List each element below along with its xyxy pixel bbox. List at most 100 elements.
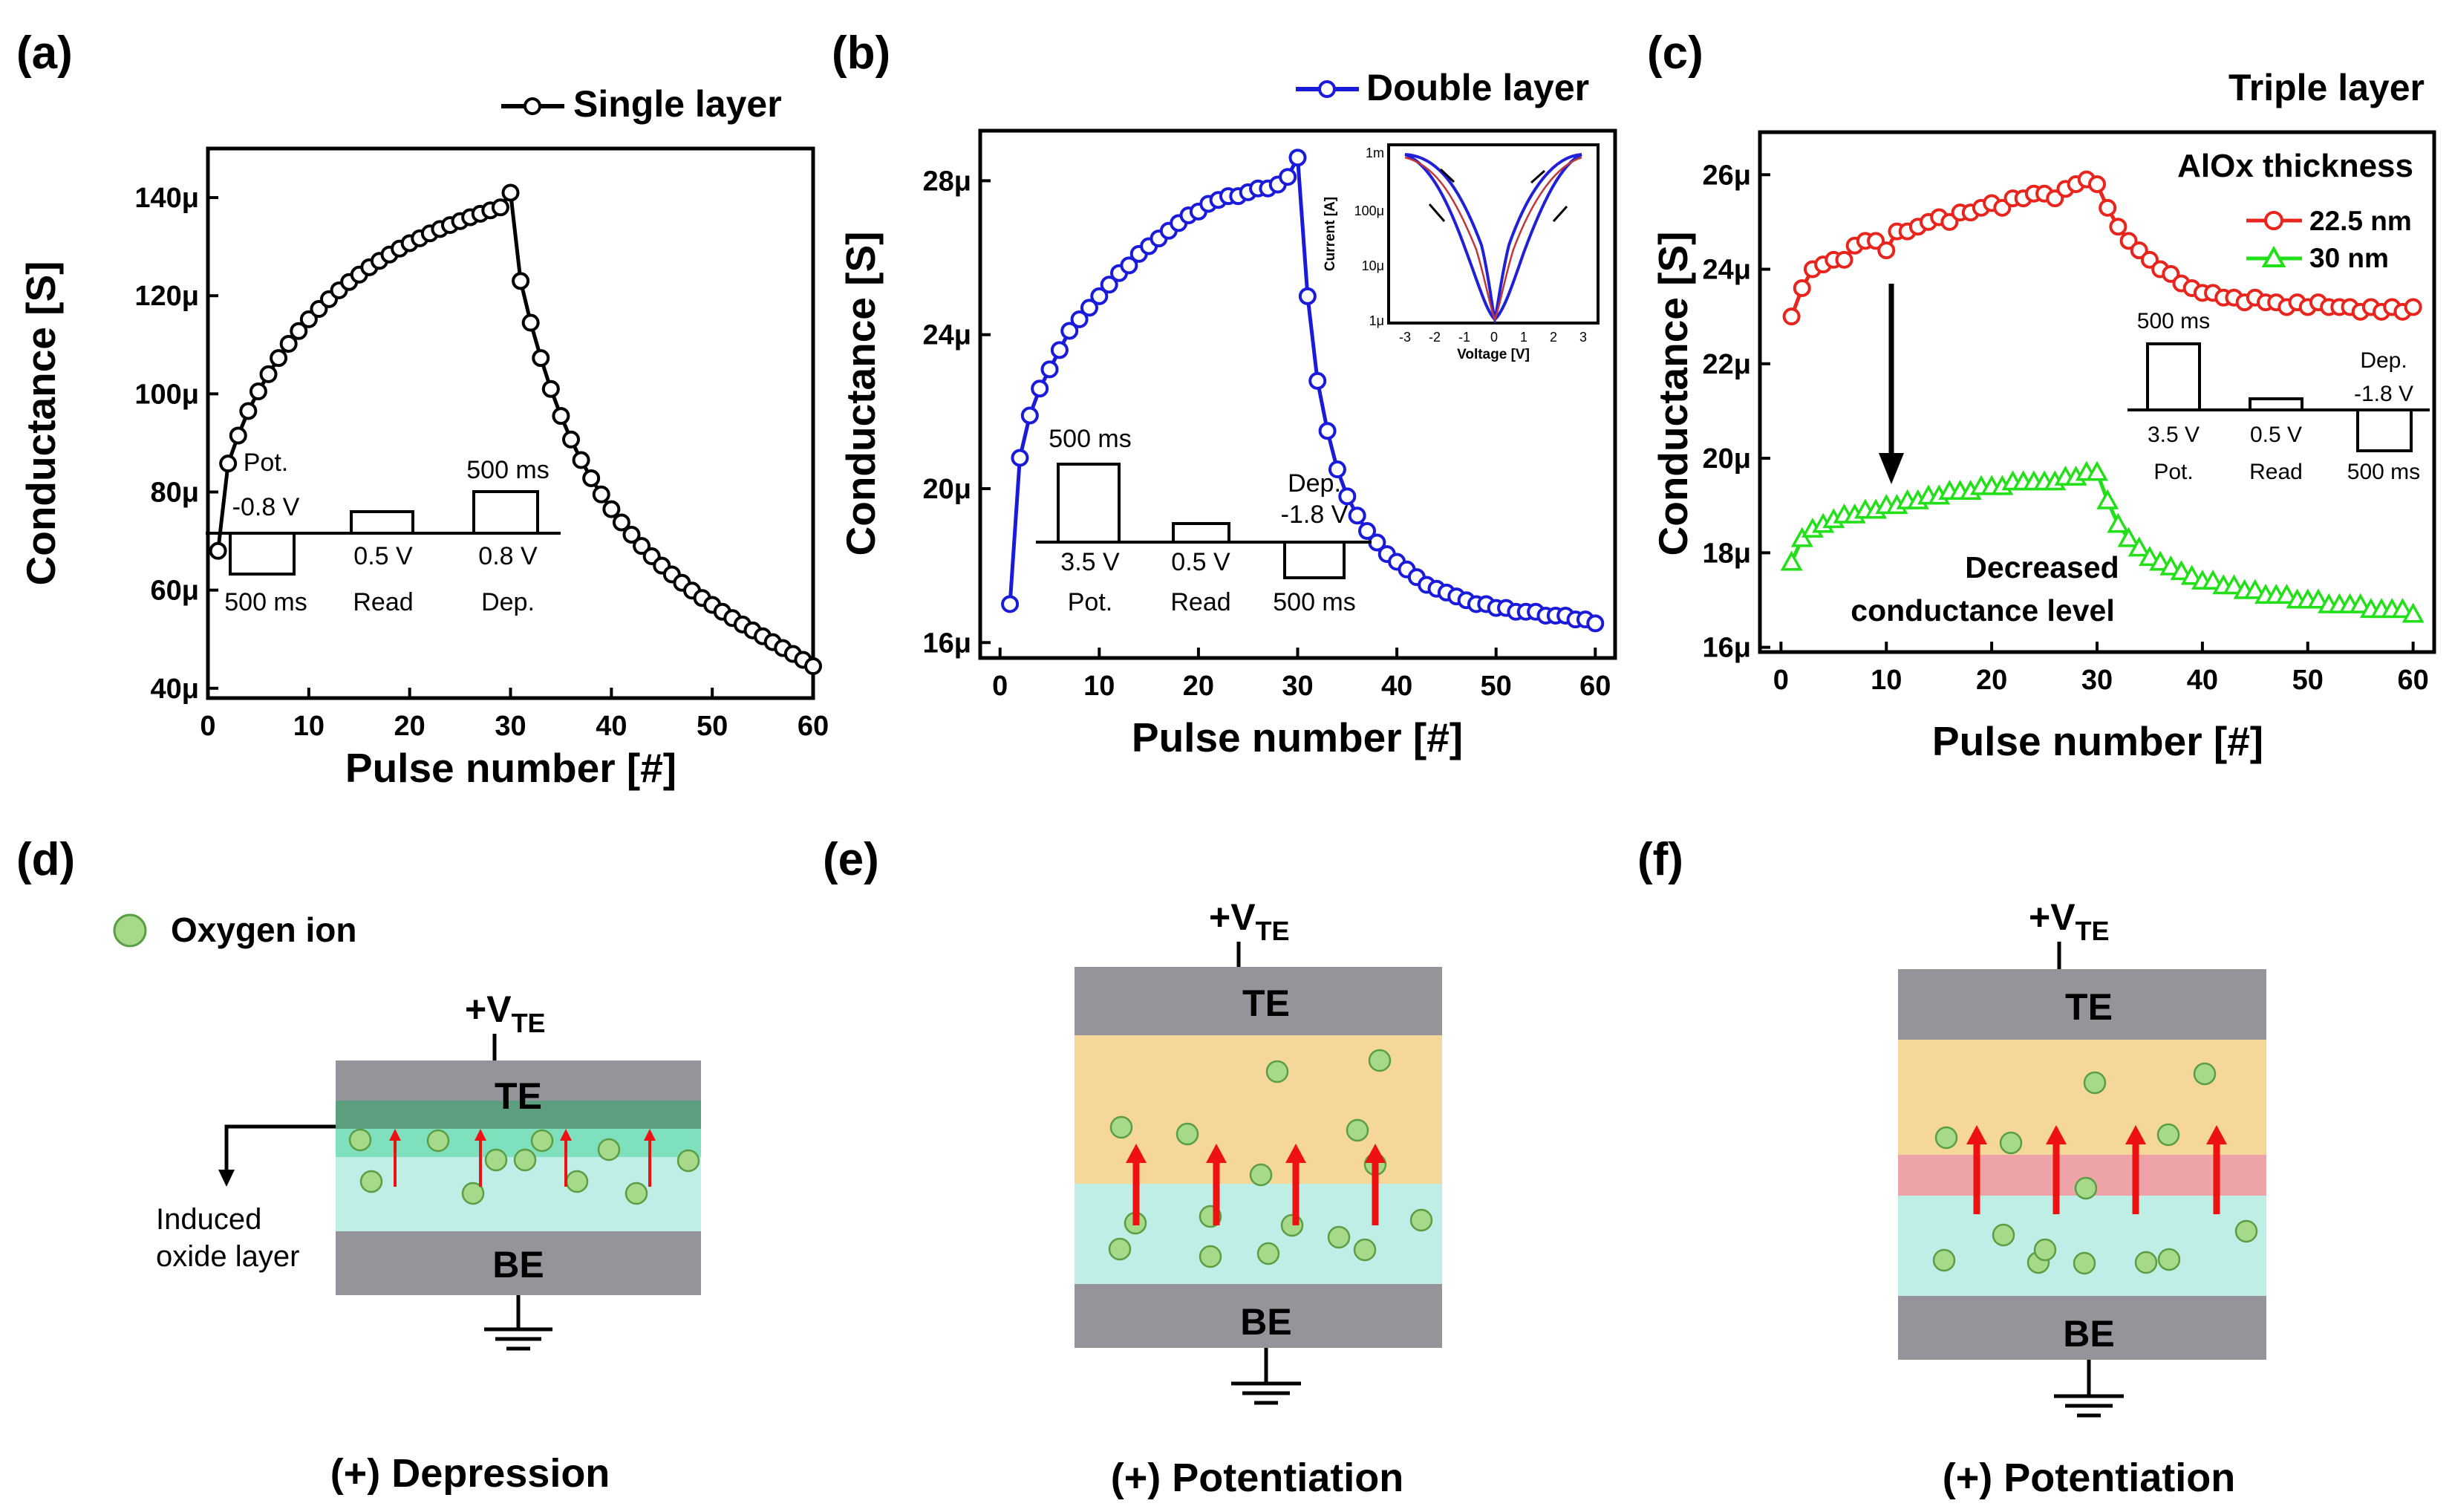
oxygen-ion <box>625 1182 648 1205</box>
oxygen-ion <box>597 1138 621 1161</box>
data-point <box>2119 232 2138 250</box>
legend-marker-b <box>1318 80 1336 98</box>
migration-arrowhead <box>2125 1125 2146 1144</box>
data-point <box>1328 460 1346 479</box>
series-layer-b <box>1001 149 1605 633</box>
inset-text: Dep. <box>1288 469 1341 498</box>
inset-text: Read <box>1170 588 1230 616</box>
iv-arrow <box>1428 203 1446 222</box>
inset-text: 500 ms <box>2137 309 2210 333</box>
inset-text: 3.5 V <box>1060 548 1120 576</box>
legend-label-b: Double layer <box>1366 67 1589 108</box>
iv-x-tick: 0 <box>1490 330 1498 345</box>
iv-x-tick: 2 <box>1550 330 1557 345</box>
data-point <box>2202 569 2225 590</box>
data-point <box>270 349 288 368</box>
data-point <box>532 349 550 368</box>
data-point <box>1780 550 1803 571</box>
data-point <box>1020 406 1039 425</box>
oxygen-ion <box>565 1170 589 1193</box>
oxygen-ion <box>1992 1223 2015 1247</box>
inset-text: -1.8 V <box>1281 501 1349 529</box>
iv-x-tick: 1 <box>1520 330 1527 345</box>
data-point <box>1308 371 1327 390</box>
inset-text: Read <box>2249 460 2303 484</box>
legend-b: Double layer <box>1296 67 1589 108</box>
data-point <box>2127 536 2151 557</box>
oxygen-ion <box>426 1129 450 1153</box>
inset-text: -1.8 V <box>2354 382 2413 406</box>
oxygen-ion <box>359 1170 383 1193</box>
pulse-read-b <box>1172 522 1230 544</box>
data-point <box>1011 449 1029 467</box>
data-point <box>1586 614 1605 633</box>
oxygen-ion <box>1249 1163 1273 1187</box>
iv-y-label: Current [A] <box>1323 197 1338 271</box>
data-point <box>2109 218 2127 236</box>
inset-text: 500 ms <box>466 456 550 484</box>
data-point <box>2306 588 2329 609</box>
y-tick-label: 18μ <box>1702 538 1751 569</box>
iv-x-tick: -1 <box>1458 330 1470 345</box>
oxygen-ion <box>1265 1060 1289 1084</box>
pulse-pot-b <box>1057 463 1121 544</box>
data-point <box>1100 276 1118 294</box>
panel-label-f: (f) <box>1637 834 1683 885</box>
inset-text: Dep. <box>2360 348 2407 373</box>
legend-marker-c1 <box>2264 211 2283 230</box>
panel-e: (e) +VTE TE BE (+) Potentiation <box>823 834 1442 1500</box>
x-tick-label: 20 <box>1183 671 1214 702</box>
data-point <box>552 407 570 426</box>
oxygen-ion <box>1256 1242 1280 1265</box>
panel-c: (c) Triple layer Conductance [S] Pulse n… <box>1647 27 2436 764</box>
oxygen-ion <box>1368 1049 1392 1072</box>
data-point <box>1318 422 1337 440</box>
inset-text: 0.8 V <box>478 542 538 570</box>
oxygen-ion-legend-label: Oxygen ion <box>171 910 356 949</box>
x-tick-label: 60 <box>2397 665 2428 696</box>
data-point <box>512 272 530 290</box>
data-point <box>1120 256 1138 275</box>
data-point <box>1782 307 1801 326</box>
data-point <box>2107 512 2130 533</box>
y-tick-label: 16μ <box>1702 633 1751 664</box>
y-tick-label: 80μ <box>150 478 199 509</box>
oxygen-ion <box>1346 1118 1369 1142</box>
legend-title-c: AlOx thickness <box>2177 148 2413 184</box>
data-point <box>521 313 540 332</box>
data-point <box>2130 241 2148 260</box>
data-point <box>1940 212 1959 231</box>
data-point <box>290 322 308 340</box>
oxygen-ion <box>530 1129 554 1153</box>
pulse-dep-c <box>2356 408 2413 452</box>
x-tick-label: 0 <box>992 671 1008 702</box>
data-point <box>249 382 267 401</box>
arrows-d <box>389 1129 656 1187</box>
top-oxide-f <box>1898 1040 2266 1155</box>
pulse-dep-b <box>1283 541 1346 579</box>
panel-label-b: (b) <box>832 27 890 79</box>
bottom-electrode-d <box>336 1231 701 1295</box>
pulse-inset-a: Pot. -0.8 V 500 ms 0.5 V Read 500 ms 0.8… <box>206 449 561 616</box>
data-point <box>2275 584 2298 604</box>
data-point <box>1358 521 1377 540</box>
iv-arrow <box>1439 168 1455 183</box>
data-point <box>1090 287 1109 305</box>
oxygen-ion <box>1280 1213 1304 1237</box>
induced-label-2: oxide layer <box>156 1240 299 1273</box>
inset-text: Dep. <box>481 588 535 616</box>
be-label-f: BE <box>2063 1313 2114 1355</box>
legend-c: AlOx thickness 22.5 nm 30 nm <box>2177 148 2413 273</box>
data-point <box>1877 241 1896 260</box>
oxygen-ion <box>2073 1251 2096 1275</box>
pulse-read-a <box>350 510 414 535</box>
x-tick-label: 10 <box>293 711 325 742</box>
iv-x-tick: -2 <box>1429 330 1441 345</box>
arrows-f <box>1966 1125 2227 1214</box>
x-tick-label: 50 <box>2292 665 2324 696</box>
x-tick-label: 40 <box>596 711 627 742</box>
annotation-line-1: Decreased <box>1965 550 2119 584</box>
legend-marker-c2 <box>2261 245 2286 267</box>
caption-d: (+) Depression <box>330 1451 610 1496</box>
migration-arrowhead <box>1285 1144 1306 1163</box>
